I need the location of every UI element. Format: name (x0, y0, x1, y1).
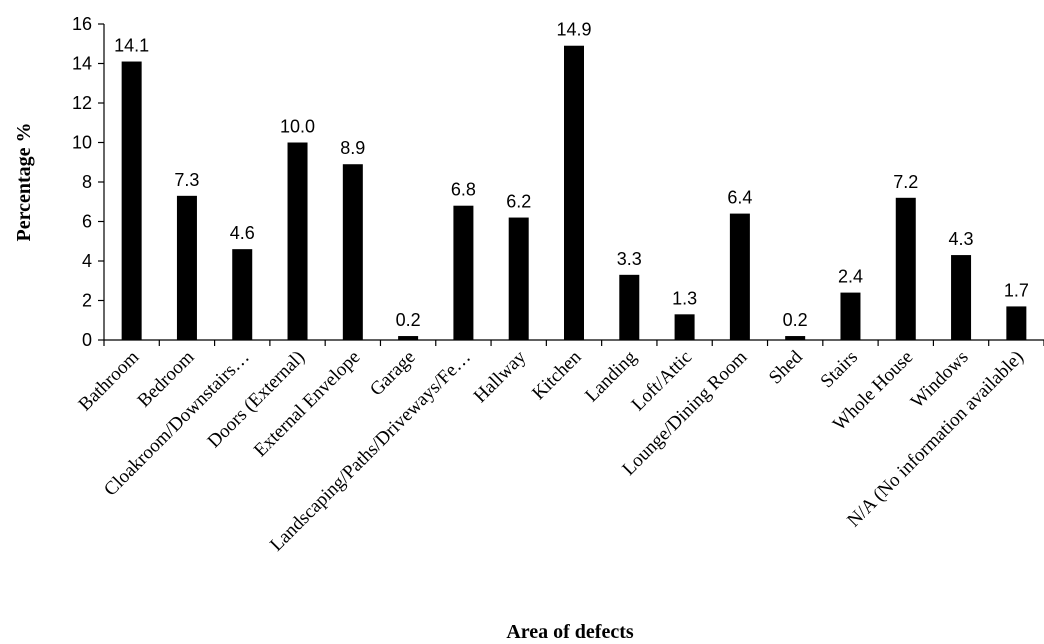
bar (729, 213, 750, 340)
category-label: Shed (765, 346, 807, 388)
y-tick-label: 4 (82, 251, 92, 271)
bar (508, 217, 529, 340)
bar (564, 45, 584, 340)
category-label: Doors (External) (204, 347, 310, 453)
bar (1006, 306, 1027, 340)
y-axis-ticks: 0 2 4 6 8 10 12 14 16 (72, 14, 1044, 350)
data-label: 6.4 (727, 188, 752, 208)
data-label: 4.6 (230, 223, 255, 243)
bar (951, 255, 972, 340)
data-label: 7.3 (174, 170, 199, 190)
bar (840, 292, 861, 340)
data-label: 7.2 (893, 172, 918, 192)
bar (895, 197, 916, 340)
category-labels-group: BathroomBedroomCloakroom/Downstairs…Door… (75, 346, 1028, 555)
data-label: 1.7 (1004, 280, 1029, 300)
data-label: 6.8 (451, 180, 476, 200)
y-tick-label: 2 (82, 291, 92, 311)
y-tick-label: 10 (72, 133, 92, 153)
bar (619, 274, 640, 340)
bar (342, 164, 363, 340)
category-label: Bathroom (75, 347, 144, 416)
data-label: 0.2 (396, 310, 421, 330)
y-tick-label: 8 (82, 172, 92, 192)
category-label: Kitchen (528, 346, 586, 404)
y-tick-label: 6 (82, 212, 92, 232)
category-label: Hallway (470, 346, 531, 407)
y-tick-label: 0 (82, 330, 92, 350)
category-label: External Envelope (250, 347, 364, 461)
y-tick-label: 16 (72, 14, 92, 34)
bar (232, 249, 253, 340)
bar (453, 205, 474, 340)
y-tick-label: 14 (72, 54, 92, 74)
bar (287, 142, 308, 340)
bars-group (121, 45, 1027, 341)
bar (398, 336, 419, 340)
data-label: 6.2 (506, 192, 531, 212)
y-tick-label: 12 (72, 93, 92, 113)
data-label: 0.2 (783, 310, 808, 330)
data-label: 14.1 (114, 36, 149, 56)
category-label: Garage (366, 347, 420, 401)
bar (674, 314, 695, 340)
category-label: Landscaping/Paths/Driveways/Fe… (266, 347, 475, 556)
data-label: 3.3 (617, 249, 642, 269)
data-label: 14.9 (556, 20, 591, 40)
data-label: 10.0 (280, 117, 315, 137)
bar (785, 336, 806, 340)
data-label: 2.4 (838, 267, 863, 287)
bar (176, 195, 197, 340)
data-label: 1.3 (672, 288, 697, 308)
data-label: 4.3 (949, 229, 974, 249)
x-axis-title: Area of defects (506, 621, 634, 643)
data-labels-group: 14.1 7.3 4.6 10.0 8.9 0.2 6.8 6.2 14.9 3.3 1.3 6.4 0… (114, 20, 1029, 330)
category-label: Stairs (817, 347, 862, 392)
y-axis-title: Percentage % (13, 122, 35, 241)
data-label: 8.9 (340, 138, 365, 158)
bar (121, 61, 142, 341)
